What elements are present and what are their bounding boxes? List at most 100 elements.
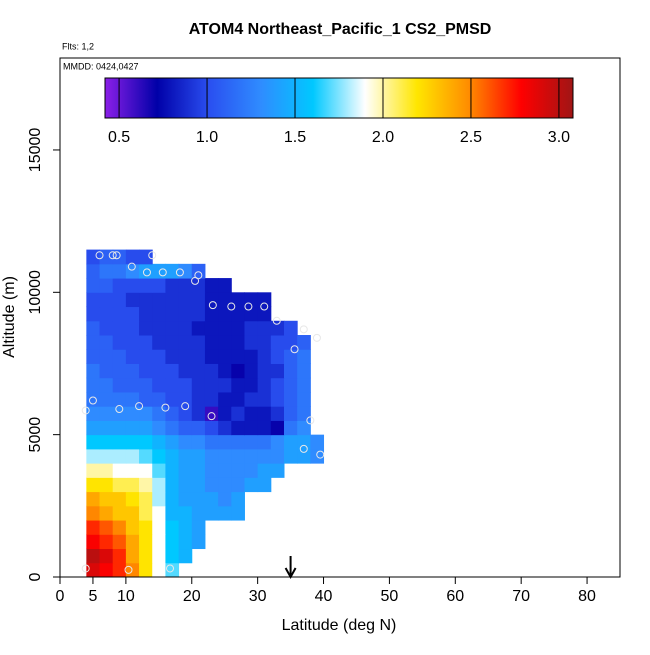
- heat-cell: [178, 263, 193, 279]
- heat-cell: [204, 420, 219, 436]
- heat-cell: [178, 406, 193, 421]
- flight-point: [260, 302, 269, 311]
- heat-cell: [152, 363, 166, 379]
- heat-cell: [99, 292, 114, 308]
- colorbar-tick-label: 3.0: [548, 129, 570, 146]
- heat-cell: [231, 320, 245, 336]
- heat-cell: [99, 562, 114, 578]
- heat-cell: [165, 562, 180, 578]
- heat-cell: [86, 448, 101, 464]
- heat-cell: [139, 434, 153, 450]
- x-tick-label: 5: [88, 588, 97, 605]
- x-tick-label: 80: [578, 588, 596, 605]
- heat-cell: [112, 320, 127, 336]
- arrow-head: [284, 567, 297, 580]
- heat-cell: [86, 263, 101, 279]
- heat-cell: [257, 463, 272, 478]
- heat-cell: [191, 463, 206, 478]
- heat-cell: [284, 335, 298, 350]
- heat-cell: [125, 505, 140, 521]
- heat-cell: [86, 420, 101, 436]
- heat-cell: [86, 320, 101, 336]
- heat-cell: [139, 534, 153, 550]
- heat-cell: [257, 391, 272, 407]
- heat-cell: [152, 391, 166, 407]
- heat-cell: [125, 406, 140, 421]
- y-tick-label: 10000: [27, 270, 44, 315]
- heat-cell: [152, 562, 166, 578]
- flight-point: [81, 406, 90, 415]
- heat-cell: [244, 320, 259, 336]
- heat-cell: [191, 320, 206, 336]
- heat-cell: [204, 448, 219, 464]
- x-tick-label: 0: [56, 588, 65, 605]
- heat-cell: [270, 349, 285, 364]
- heat-cell: [191, 278, 206, 293]
- heat-cell: [152, 448, 166, 464]
- heat-cell: [112, 448, 127, 464]
- heat-cell: [165, 335, 180, 350]
- heat-cell: [257, 292, 272, 308]
- heat-cell: [112, 377, 127, 393]
- heat-cell: [152, 278, 166, 293]
- heat-cell: [99, 391, 114, 407]
- heat-cell: [218, 420, 232, 436]
- heat-cell: [165, 520, 180, 535]
- flight-point: [290, 345, 299, 354]
- heat-cell: [178, 505, 193, 521]
- heat-cell: [257, 477, 272, 493]
- heat-cell: [165, 406, 180, 421]
- flight-point: [161, 403, 170, 412]
- heat-cell: [125, 420, 140, 436]
- heat-cell: [270, 335, 285, 350]
- heat-cell: [204, 306, 219, 322]
- heat-cell: [178, 292, 193, 308]
- heat-cell: [165, 548, 180, 564]
- heat-cell: [270, 377, 285, 393]
- heat-cell: [152, 292, 166, 308]
- heat-cell: [125, 292, 140, 308]
- heat-cell: [191, 263, 206, 279]
- heat-cell: [112, 263, 127, 279]
- heat-cell: [165, 278, 180, 293]
- flight-point: [208, 301, 217, 310]
- heat-cell: [99, 420, 114, 436]
- heat-cell: [178, 534, 193, 550]
- heat-cell: [191, 491, 206, 507]
- heat-cell: [270, 448, 285, 464]
- heat-cell: [191, 448, 206, 464]
- flight-point: [181, 402, 190, 411]
- heat-cell: [244, 420, 259, 436]
- heat-cell: [112, 363, 127, 379]
- heat-cell: [231, 420, 245, 436]
- flight-point: [108, 251, 117, 260]
- heat-cell: [284, 420, 298, 436]
- heat-cell: [112, 420, 127, 436]
- heat-cell: [191, 306, 206, 322]
- heat-cell: [218, 491, 232, 507]
- heat-cell: [218, 320, 232, 336]
- heat-cell: [231, 491, 245, 507]
- heat-cell: [191, 349, 206, 364]
- heat-cell: [139, 306, 153, 322]
- heat-cell: [178, 448, 193, 464]
- heat-cell: [178, 278, 193, 293]
- heat-cell: [152, 377, 166, 393]
- heat-cell: [191, 434, 206, 450]
- heat-cell: [165, 463, 180, 478]
- x-tick-label: 60: [446, 588, 464, 605]
- heat-cell: [204, 406, 219, 421]
- heatmap: [86, 249, 325, 578]
- heat-cell: [270, 420, 285, 436]
- heat-cell: [204, 463, 219, 478]
- heat-cell: [99, 477, 114, 493]
- heat-cell: [204, 505, 219, 521]
- heat-cell: [218, 391, 232, 407]
- heat-cell: [165, 363, 180, 379]
- heat-cell: [112, 391, 127, 407]
- heat-cell: [231, 463, 245, 478]
- heat-cell: [270, 363, 285, 379]
- heat-cell: [112, 477, 127, 493]
- heat-cell: [125, 377, 140, 393]
- heat-cell: [270, 391, 285, 407]
